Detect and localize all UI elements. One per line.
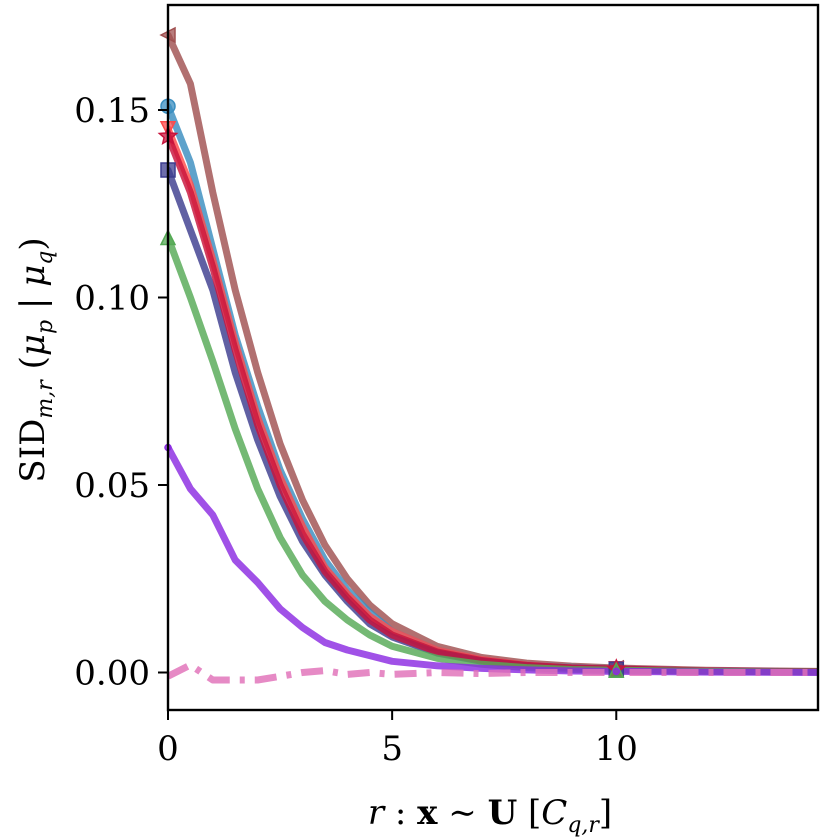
y-axis-title: SIDm,r (μp | μq) [13, 237, 58, 482]
series-6-marker [612, 667, 621, 676]
x-axis-title: r : x ∼ U [Cq,r] [368, 793, 612, 838]
x-axis-ticks: 0 5 10 [157, 710, 638, 769]
series-line-6 [168, 444, 818, 676]
y-tick-label: 0.15 [74, 91, 150, 131]
series-line-7 [168, 661, 818, 684]
y-axis-ticks: 0.00 0.05 0.10 0.15 [74, 91, 168, 694]
x-tick-label: 0 [157, 729, 179, 769]
x-tick-label: 5 [381, 729, 403, 769]
x-tick-label: 10 [595, 729, 638, 769]
series-layer [168, 31, 818, 684]
y-tick-label: 0.00 [74, 654, 150, 694]
y-tick-label: 0.10 [74, 279, 150, 319]
marker-layer [157, 26, 627, 678]
series-line-0 [168, 31, 818, 675]
plot-frame [166, 3, 820, 712]
y-tick-label: 0.05 [74, 466, 150, 506]
